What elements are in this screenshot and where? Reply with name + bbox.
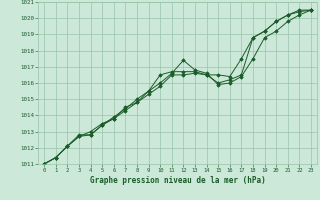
X-axis label: Graphe pression niveau de la mer (hPa): Graphe pression niveau de la mer (hPa) — [90, 176, 266, 185]
